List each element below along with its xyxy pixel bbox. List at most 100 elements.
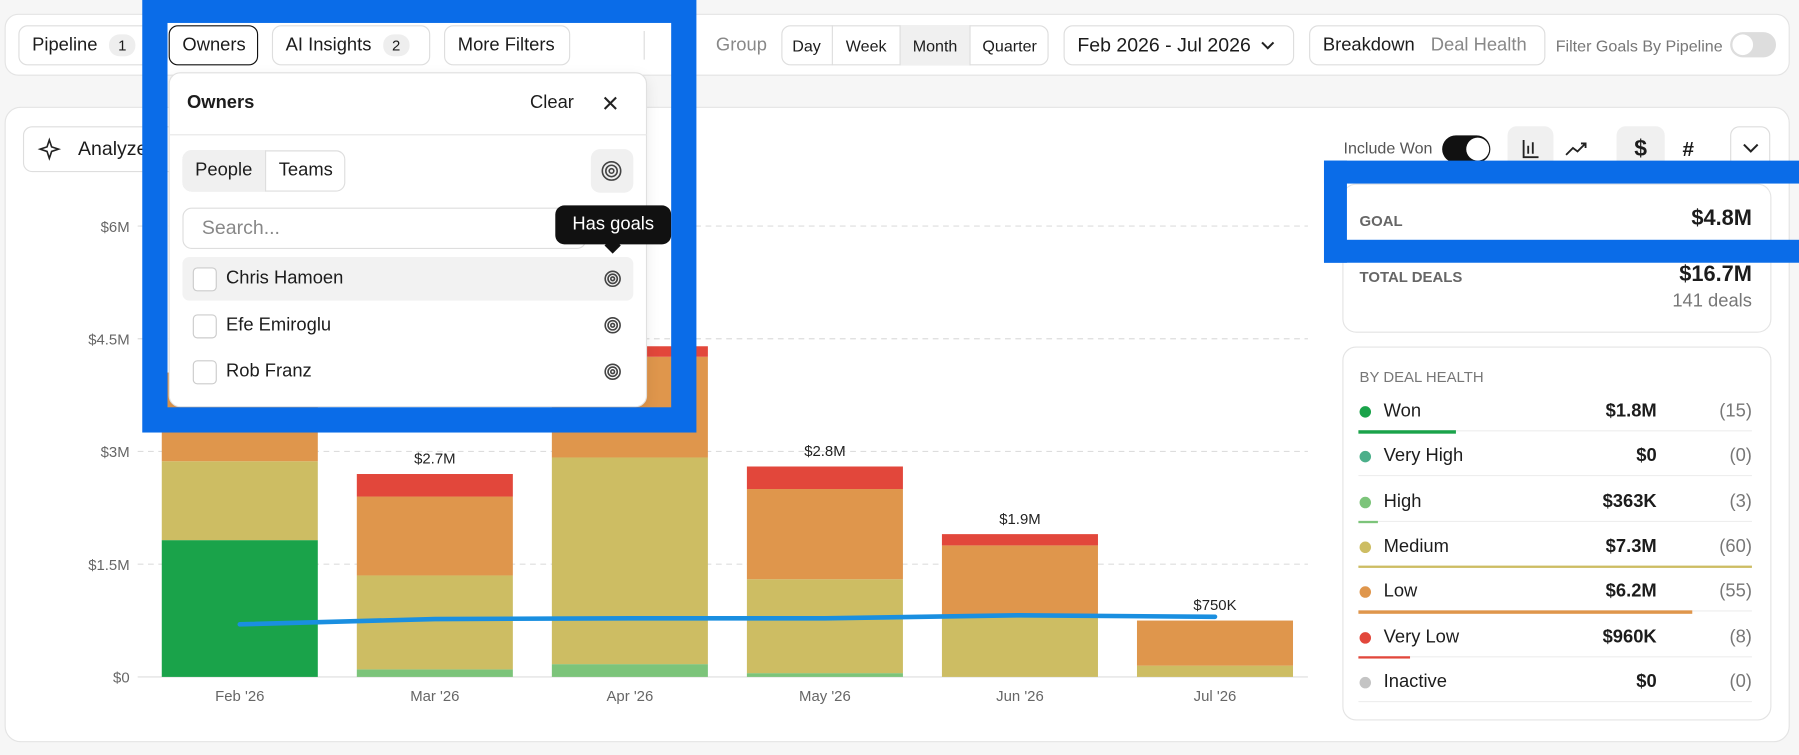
- total-value: $16.7M: [1679, 262, 1752, 287]
- health-dot: [1359, 541, 1372, 553]
- health-dot: [1359, 631, 1372, 644]
- count-badge: 2: [382, 34, 410, 57]
- row-highlight: [182, 256, 634, 301]
- panel-divider: [168, 134, 648, 136]
- total-count: 141 deals: [1672, 291, 1752, 311]
- health-count: (55): [1719, 581, 1752, 602]
- person-name[interactable]: Efe Emiroglu: [226, 314, 332, 335]
- x-tick-label: Feb '26: [215, 689, 264, 705]
- row-separator: [1358, 430, 1752, 432]
- label: AI Insights: [285, 34, 372, 55]
- date-range-button[interactable]: Feb 2026 - Jul 2026: [1063, 25, 1295, 66]
- health-value: $960K: [1602, 626, 1657, 647]
- person-name[interactable]: Chris Hamoen: [226, 268, 344, 288]
- bar-segment: [356, 669, 513, 677]
- count-badge: 1: [108, 34, 136, 57]
- bar-segment: [1136, 620, 1294, 666]
- goal-line: [237, 612, 1218, 627]
- highlight-frame: [1323, 160, 1799, 263]
- health-count: (0): [1729, 672, 1752, 692]
- health-name: Very High: [1383, 446, 1464, 467]
- total-label: $2.7M: [414, 452, 455, 468]
- breakdown-value: Deal Health: [1430, 34, 1527, 55]
- health-value: $0: [1636, 672, 1657, 692]
- total-label: $1.9M: [999, 512, 1040, 528]
- health-name: Won: [1383, 401, 1422, 422]
- x-tick-label: Apr '26: [606, 689, 653, 705]
- health-value: $0: [1636, 446, 1657, 467]
- clear-button[interactable]: Clear: [530, 92, 574, 113]
- breakdown-button[interactable]: Breakdown Deal Health: [1309, 25, 1546, 66]
- count-button[interactable]: #: [1682, 137, 1694, 161]
- bar-segment: [941, 545, 1098, 617]
- health-bar: [1358, 430, 1456, 434]
- health-dot: [1359, 406, 1372, 418]
- bar-segment: [161, 461, 318, 541]
- bar-segment: [356, 496, 513, 576]
- bar-segment: [746, 579, 903, 674]
- chevron: [1261, 41, 1275, 50]
- total-label: $2.8M: [804, 444, 845, 460]
- health-bar: [1358, 565, 1752, 569]
- bar-segment: [746, 466, 903, 490]
- health-value: $363K: [1602, 491, 1657, 512]
- label: Analyze: [78, 137, 148, 160]
- bar-segment: [161, 540, 318, 677]
- label: Pipeline: [32, 34, 98, 55]
- health-name: Very Low: [1383, 626, 1460, 647]
- health-name: Inactive: [1383, 672, 1447, 692]
- filter-goals-label: Filter Goals By Pipeline: [1555, 36, 1723, 55]
- bar-segment: [746, 489, 903, 580]
- group-option[interactable]: Day: [792, 36, 821, 55]
- checkbox[interactable]: [192, 313, 217, 338]
- group-option[interactable]: Month: [899, 25, 970, 66]
- bar-segment: [746, 673, 903, 677]
- bar-segment: [356, 474, 513, 497]
- health-value: $7.3M: [1605, 536, 1657, 557]
- checkbox[interactable]: [192, 360, 217, 385]
- y-tick-label: $1.5M: [88, 558, 129, 574]
- bar-segment: [941, 534, 1098, 546]
- health-bar: [1358, 655, 1411, 659]
- x-tick-label: May '26: [799, 689, 851, 705]
- health-count: (60): [1719, 536, 1752, 557]
- health-count: (3): [1729, 491, 1752, 512]
- x-tick-label: Mar '26: [410, 689, 459, 705]
- checkbox[interactable]: [192, 267, 217, 292]
- panel-title: Owners: [187, 92, 255, 113]
- x-tick-label: Jul '26: [1194, 689, 1237, 705]
- row-separator: [1358, 520, 1752, 522]
- more-filters-button[interactable]: More Filters: [444, 25, 571, 66]
- person-name[interactable]: Rob Franz: [226, 361, 312, 381]
- health-name: Low: [1383, 581, 1418, 602]
- health-dot: [1359, 451, 1372, 463]
- highlight-frame: [142, 0, 697, 433]
- health-dot: [1359, 676, 1372, 689]
- include-won-label: Include Won: [1343, 138, 1433, 158]
- pipeline-button[interactable]: Pipeline 1: [18, 25, 153, 66]
- breakdown-label: Breakdown: [1322, 34, 1415, 55]
- owners-button[interactable]: Owners: [168, 25, 259, 66]
- bar-segment: [551, 457, 708, 665]
- health-bar: [1358, 610, 1693, 614]
- health-value: $1.8M: [1605, 401, 1657, 422]
- bar-segment: [1136, 665, 1294, 677]
- tab[interactable]: Teams: [265, 150, 345, 192]
- health-name: High: [1383, 491, 1422, 512]
- ai-insights-button[interactable]: AI Insights 2: [271, 25, 431, 66]
- group-option[interactable]: Quarter: [969, 25, 1048, 66]
- tab[interactable]: People: [182, 150, 266, 192]
- health-title: BY DEAL HEALTH: [1359, 367, 1484, 385]
- health-count: (15): [1719, 401, 1752, 422]
- group-option[interactable]: Week: [831, 25, 900, 66]
- total-label: $750K: [1193, 598, 1236, 614]
- chevron-path: [1261, 41, 1275, 50]
- health-count: (0): [1729, 446, 1752, 467]
- y-tick-label: $4.5M: [88, 332, 129, 348]
- total-label: TOTAL DEALS: [1359, 267, 1463, 286]
- group-label: Group: [715, 34, 767, 55]
- bar-segment: [551, 664, 708, 677]
- row-separator: [1358, 655, 1752, 657]
- bar-segment: [941, 616, 1098, 677]
